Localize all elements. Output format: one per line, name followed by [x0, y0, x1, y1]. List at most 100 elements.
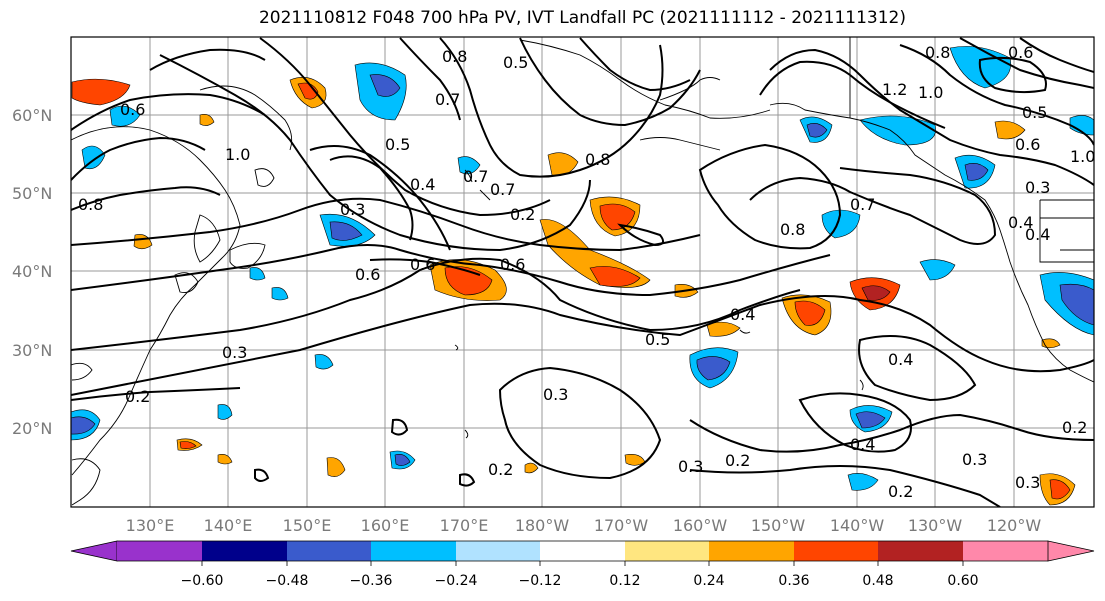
- contour-label: 1.0: [918, 83, 943, 102]
- colorbar-tick: −0.24: [435, 573, 478, 589]
- anom-patch: [457, 156, 481, 175]
- contour-label: 0.7: [463, 167, 488, 186]
- anom-patch: [1059, 283, 1094, 326]
- coastlines: [71, 37, 1094, 506]
- lon-label: 170°E: [440, 516, 489, 535]
- contour-label: 0.5: [645, 330, 670, 349]
- contour-label: 0.5: [503, 53, 528, 72]
- anom-patch: [964, 163, 989, 181]
- anom-patch: [589, 266, 641, 287]
- anom-patch: [994, 120, 1026, 140]
- contour-label: 0.3: [222, 343, 247, 362]
- contour-label: 0.8: [78, 195, 103, 214]
- contour-label: 0.8: [442, 47, 467, 66]
- contour-label: 0.7: [850, 195, 875, 214]
- lon-label: 160°W: [673, 516, 728, 535]
- colorbar-high-extend: [1047, 540, 1095, 562]
- anom-patch: [297, 82, 319, 100]
- contour-label: 0.3: [962, 450, 987, 469]
- colorbar-tick: −0.60: [181, 573, 224, 589]
- contour-label: 0.4: [730, 305, 755, 324]
- contour-label: 0.3: [1025, 178, 1050, 197]
- lat-label: 20°N: [12, 419, 52, 438]
- contour-label: 0.4: [1025, 225, 1050, 244]
- lon-label: 150°E: [283, 516, 332, 535]
- lon-label: 130°W: [908, 516, 963, 535]
- pv-anomaly-shading: [71, 46, 1094, 506]
- contour-label: 0.4: [888, 350, 913, 369]
- anom-patch: [271, 287, 289, 301]
- anom-patch: [217, 454, 233, 465]
- anom-patch: [1069, 115, 1094, 136]
- contour-label: 0.2: [488, 460, 513, 479]
- longitude-labels: 130°E 140°E 150°E 160°E 170°E 180°W 170°…: [126, 516, 1042, 535]
- contour-label: 1.2: [882, 80, 907, 99]
- lon-label: 120°W: [987, 516, 1042, 535]
- contour-label: 0.5: [1022, 103, 1047, 122]
- anom-patch: [855, 411, 886, 429]
- anom-patch: [696, 356, 731, 381]
- anom-patch: [919, 259, 956, 281]
- contour-label: 0.2: [888, 482, 913, 501]
- colorbar-tick: −0.36: [350, 573, 393, 589]
- contour-label: 0.2: [725, 451, 750, 470]
- lon-label: 160°E: [361, 516, 410, 535]
- map-area: 0.8 0.6 0.5 0.8 0.7 1.0 0.7 0.4 0.5 0.7 …: [71, 37, 1095, 507]
- lat-label: 40°N: [12, 262, 52, 281]
- colorbar-tick: 0.12: [609, 573, 640, 589]
- anom-patch: [109, 105, 141, 127]
- colorbar: −0.60 −0.48 −0.36 −0.24 −0.12 0.12 0.24 …: [70, 540, 1095, 589]
- anom-patch: [706, 321, 741, 337]
- contour-label: 0.4: [850, 435, 875, 454]
- contour-label: 0.4: [410, 175, 435, 194]
- anom-patch: [314, 354, 334, 370]
- lon-label: 180°W: [515, 516, 570, 535]
- anom-patch: [71, 78, 131, 106]
- colorbar-tick: 0.48: [862, 573, 893, 589]
- contour-label: 0.3: [678, 457, 703, 476]
- colorbar-tick: −0.12: [519, 573, 562, 589]
- lon-label: 170°W: [594, 516, 649, 535]
- contour-label: 0.7: [490, 180, 515, 199]
- map-title: 2021110812 F048 700 hPa PV, IVT Landfall…: [258, 8, 906, 28]
- contour-label: 0.5: [385, 135, 410, 154]
- contour-label: 0.3: [340, 200, 365, 219]
- anom-patch: [249, 267, 266, 281]
- pv-contours: [71, 37, 1094, 507]
- lon-label: 140°E: [204, 516, 253, 535]
- anom-patch: [71, 416, 96, 435]
- contour-label: 0.6: [355, 265, 380, 284]
- contour-label: 0.2: [510, 205, 535, 224]
- anom-patch: [81, 145, 106, 169]
- anom-patch: [326, 457, 346, 477]
- anom-patch: [524, 462, 539, 474]
- anom-patch: [217, 404, 233, 420]
- contour-label: 1.0: [225, 145, 250, 164]
- anom-patch: [394, 454, 411, 466]
- colorbar-low-extend: [70, 540, 118, 562]
- anom-patch: [847, 473, 879, 491]
- contour-label: 0.8: [925, 43, 950, 62]
- map-frame: [70, 36, 1095, 508]
- lat-label: 50°N: [12, 184, 52, 203]
- contour-label: 1.0: [1070, 147, 1095, 166]
- lon-label: 130°E: [126, 516, 175, 535]
- contour-label: 0.6: [410, 255, 435, 274]
- anom-patch: [199, 114, 215, 126]
- contour-label: 0.8: [585, 150, 610, 169]
- contour-label: 0.6: [500, 255, 525, 274]
- lon-label: 150°W: [751, 516, 806, 535]
- anom-patch: [369, 74, 401, 97]
- contour-label: 0.3: [1015, 473, 1040, 492]
- lat-label: 30°N: [12, 341, 52, 360]
- contour-labels: 0.8 0.6 0.5 0.8 0.7 1.0 0.7 0.4 0.5 0.7 …: [78, 43, 1095, 501]
- anom-patch: [1049, 479, 1071, 500]
- contour-label: 0.4: [1008, 213, 1033, 232]
- colorbar-tick: −0.48: [266, 573, 309, 589]
- contour-label: 0.6: [120, 100, 145, 119]
- contour-label: 0.7: [435, 90, 460, 109]
- anom-patch: [329, 221, 363, 241]
- anom-patch: [794, 300, 826, 326]
- colorbar-tick: 0.36: [778, 573, 809, 589]
